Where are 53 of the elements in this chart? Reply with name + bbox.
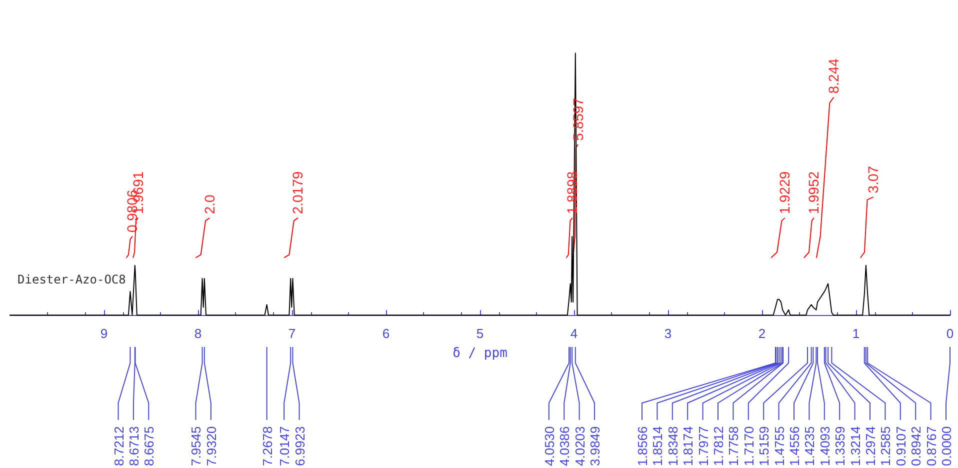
annotation: 1.5159 <box>756 426 772 466</box>
annotation: 1.8514 <box>650 426 666 466</box>
x-tick-label: 2 <box>758 326 766 341</box>
x-tick-label: 8 <box>194 326 202 341</box>
annotation: 3.9849 <box>588 426 603 466</box>
annotation: 8.6675 <box>142 426 157 466</box>
x-tick-label: 6 <box>382 326 390 341</box>
annotation: 1.7170 <box>741 426 756 466</box>
annotation: 7.9320 <box>204 426 219 466</box>
annotation: 0.8767 <box>924 426 939 466</box>
annotation: 1.4755 <box>772 426 787 466</box>
annotation: 1.9229 <box>776 171 793 214</box>
annotation: Diester-Azo-OC8 <box>18 272 126 287</box>
annotation: 4.0530 <box>542 426 557 466</box>
annotation: 1.8348 <box>665 426 680 466</box>
annotation: 8.6713 <box>126 426 142 466</box>
annotation: 2.0 <box>201 194 218 214</box>
x-tick-label: 9 <box>100 326 108 341</box>
annotation: 0.9107 <box>893 426 908 466</box>
annotation: 2.0179 <box>290 171 306 214</box>
x-tick-label: 0 <box>946 326 954 341</box>
annotation: 1.3359 <box>832 426 848 466</box>
annotation: 8.244 <box>825 58 842 94</box>
x-tick-label: 5 <box>476 326 484 341</box>
x-tick-label: 4 <box>570 326 578 341</box>
annotation: 7.0147 <box>277 426 292 466</box>
annotation: 1.4093 <box>817 426 832 466</box>
x-axis-title: δ / ppm <box>452 346 508 361</box>
annotation: 1.2974 <box>863 426 878 466</box>
annotation: 7.9545 <box>188 426 204 466</box>
annotation: 1.4556 <box>787 426 802 466</box>
annotation: 7.2678 <box>260 426 275 466</box>
annotation: 6.9923 <box>292 426 308 466</box>
annotation: 4.0386 <box>557 426 572 466</box>
annotation: 3.07 <box>864 166 881 194</box>
x-tick-label: 3 <box>664 326 672 341</box>
annotation: 4.0203 <box>572 426 588 466</box>
annotation: 1.9952 <box>806 171 822 214</box>
annotation: 1.8174 <box>680 426 696 466</box>
x-tick-label: 1 <box>852 326 860 341</box>
x-tick-label: 7 <box>288 326 296 341</box>
annotation: 1.8566 <box>635 426 650 466</box>
annotation: 0.0000 <box>939 426 954 466</box>
annotation: 0.8942 <box>908 426 924 466</box>
annotation: 1.7812 <box>711 426 726 466</box>
annotation: 1.8898 <box>564 171 580 214</box>
annotation: 1.7977 <box>696 426 711 466</box>
annotation: 1.2585 <box>878 426 894 466</box>
annotation: 8.7212 <box>111 426 126 466</box>
annotation: 1.7758 <box>726 426 742 466</box>
annotation: 5.8597 <box>570 98 586 141</box>
annotation: 1.4235 <box>802 426 818 466</box>
annotation: 1.3214 <box>848 426 863 466</box>
